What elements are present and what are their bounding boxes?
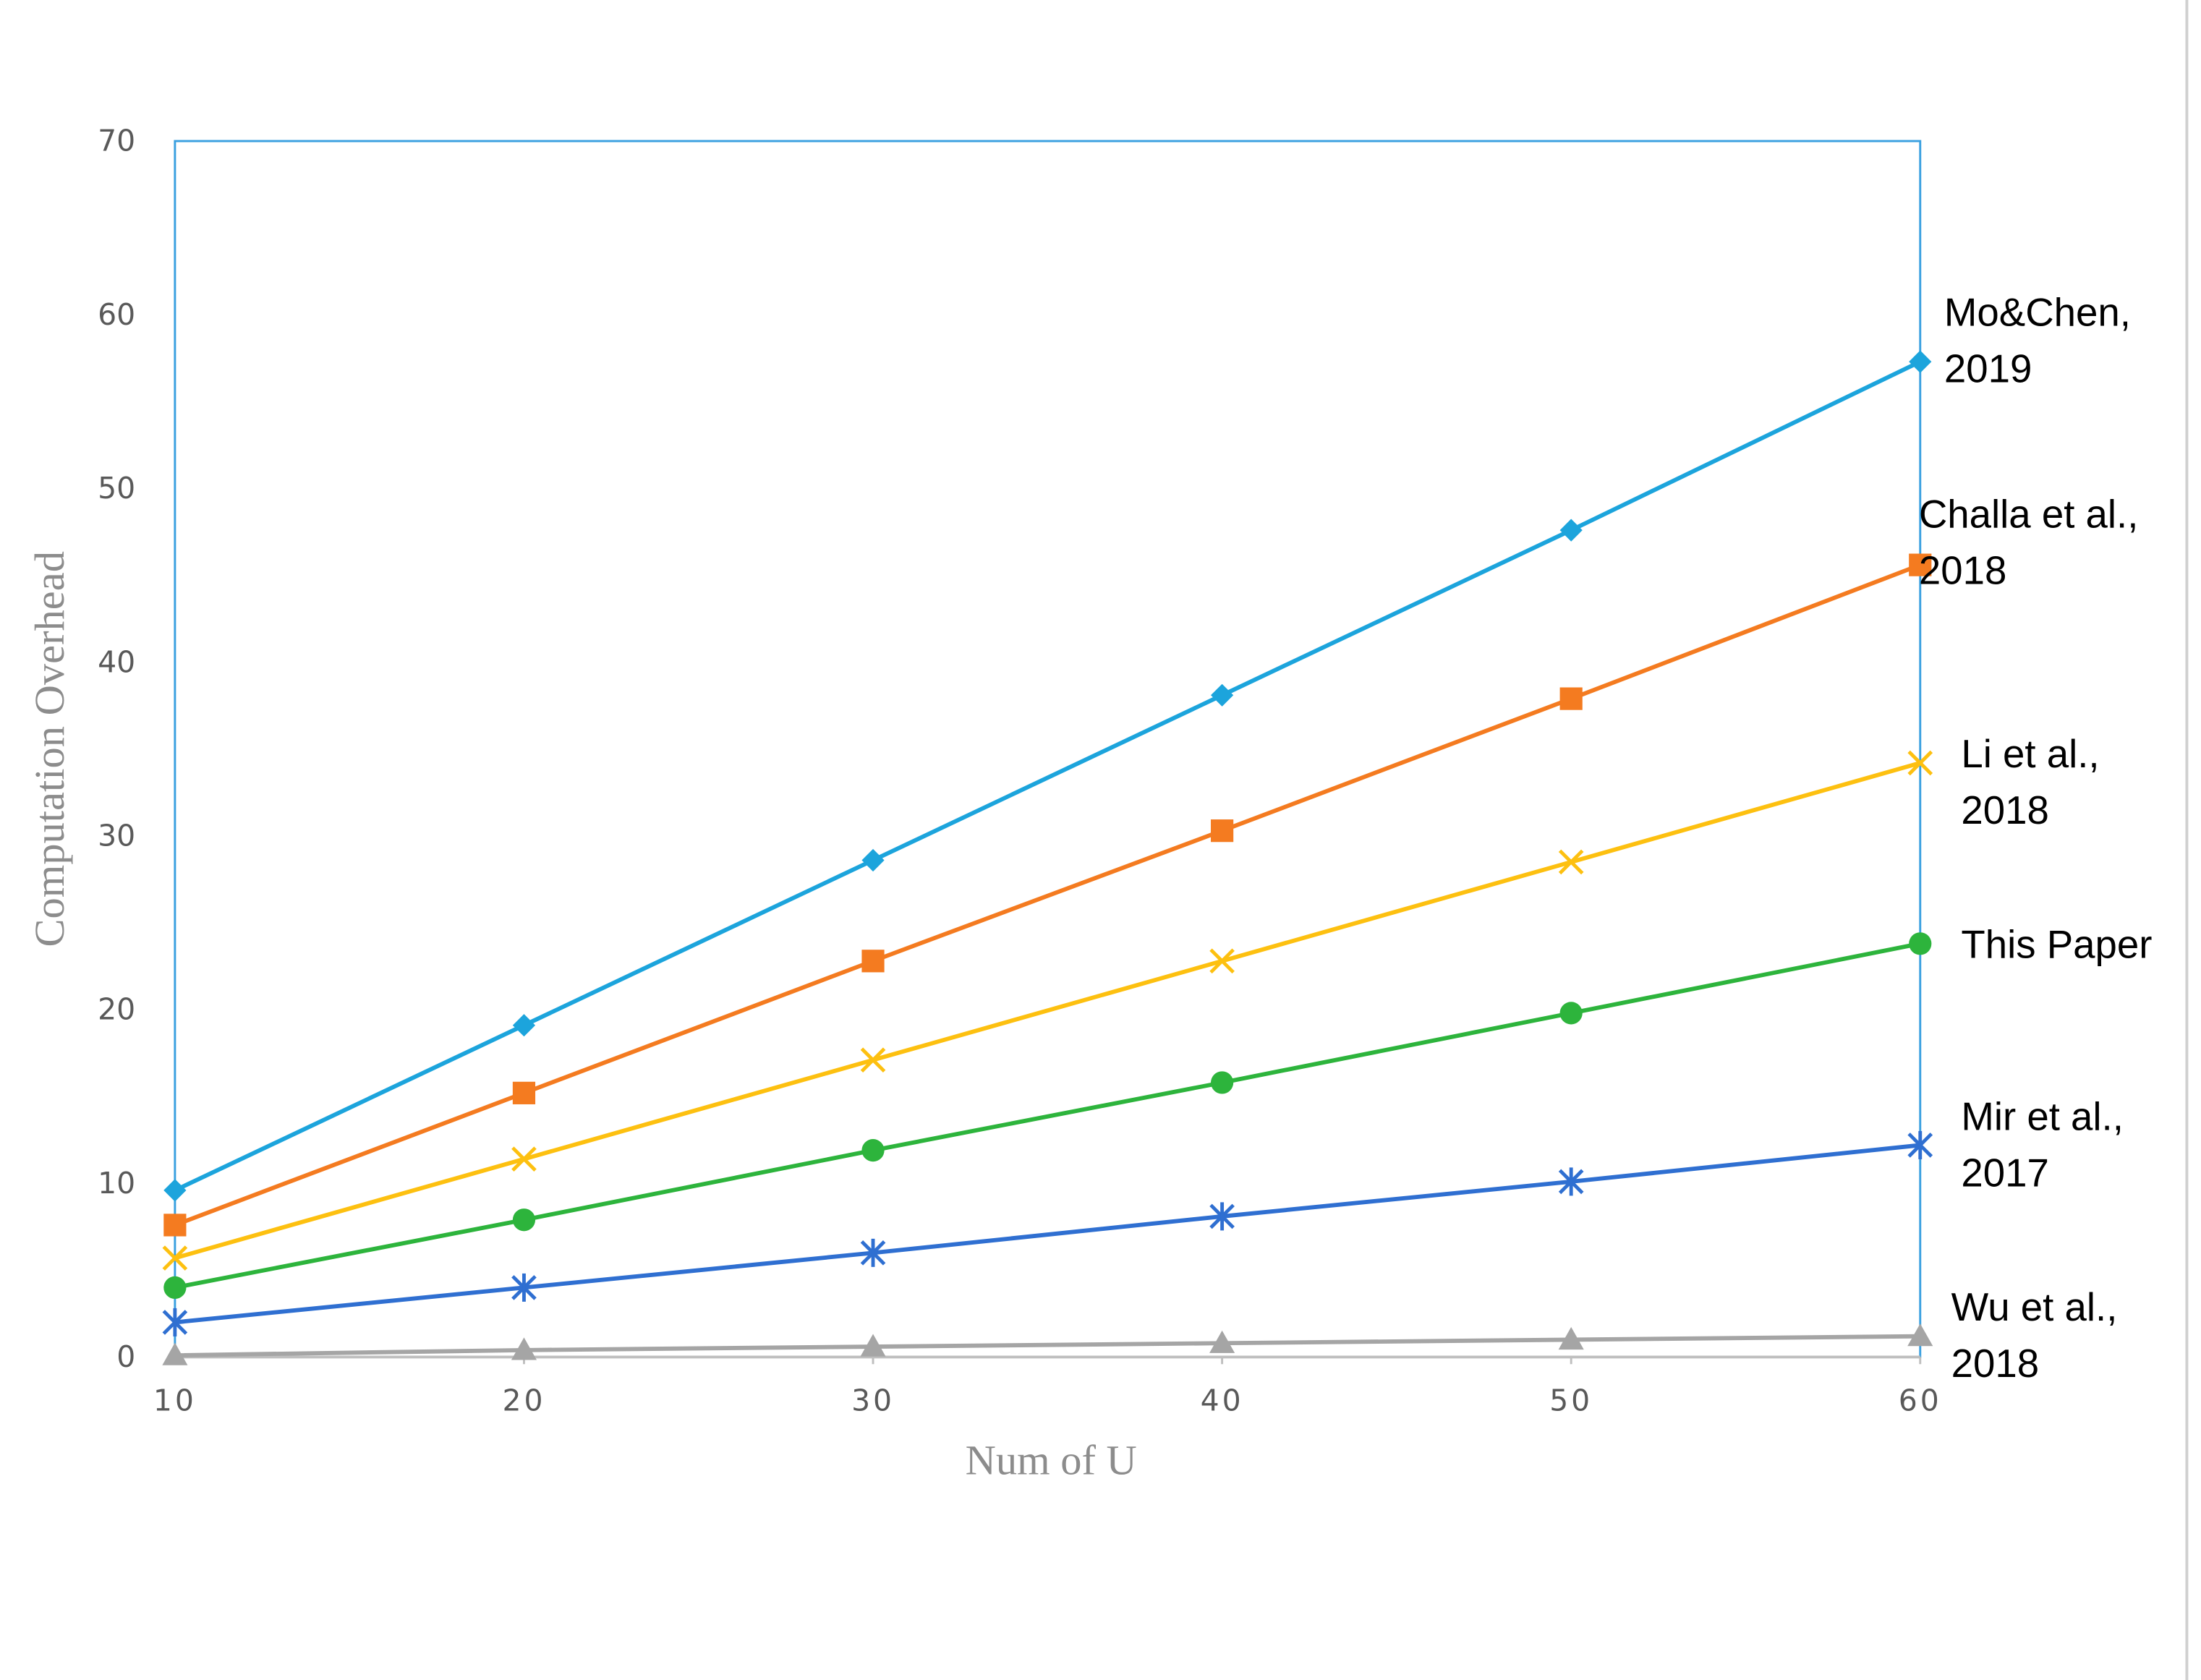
marker xyxy=(162,1342,188,1365)
data-point xyxy=(860,1047,886,1073)
marker xyxy=(163,1276,187,1300)
y-tick-label: 70 xyxy=(98,124,135,158)
data-point xyxy=(512,1014,536,1037)
series-line xyxy=(174,1143,1921,1325)
data-point xyxy=(861,848,885,872)
marker xyxy=(1209,948,1235,974)
marker xyxy=(1559,687,1583,710)
data-point xyxy=(163,1276,187,1300)
x-tick-label: 50 xyxy=(1549,1383,1593,1418)
x-tick-label: 60 xyxy=(1899,1383,1942,1418)
marker xyxy=(1209,1330,1235,1353)
marker xyxy=(1558,849,1584,875)
data-point xyxy=(1211,819,1234,843)
data-point xyxy=(511,1273,537,1302)
data-point xyxy=(1211,683,1234,707)
data-point xyxy=(1558,1326,1584,1350)
data-point xyxy=(1559,1002,1583,1025)
marker xyxy=(1907,1323,1933,1347)
data-point xyxy=(162,1308,188,1336)
data-point xyxy=(162,1245,188,1271)
data-point xyxy=(860,1238,886,1267)
marker xyxy=(861,1139,885,1162)
y-tick-label: 40 xyxy=(98,644,135,679)
marker xyxy=(1211,1071,1234,1094)
marker xyxy=(1211,819,1234,843)
y-tick-label: 0 xyxy=(116,1339,135,1374)
marker xyxy=(860,1334,886,1357)
series-line xyxy=(174,761,1921,1261)
data-point xyxy=(861,1139,885,1162)
marker xyxy=(1909,932,1932,955)
series-line xyxy=(174,1334,1920,1358)
x-tick-label: 20 xyxy=(502,1383,545,1418)
y-tick-label: 20 xyxy=(98,992,135,1027)
y-tick-label: 10 xyxy=(98,1166,135,1201)
x-tick-label: 40 xyxy=(1201,1383,1244,1418)
series-line xyxy=(174,359,1922,1193)
data-point xyxy=(1907,1323,1933,1347)
marker xyxy=(861,950,885,973)
data-point xyxy=(162,1342,188,1365)
series-label: Li et al., 2018 xyxy=(1961,732,2100,832)
marker xyxy=(861,848,885,872)
series-label: This Paper xyxy=(1961,922,2153,967)
data-point xyxy=(1558,1167,1584,1196)
y-tick-label: 30 xyxy=(98,819,135,853)
series-label: Mir et al., 2017 xyxy=(1961,1094,2124,1195)
y-tick-label: 50 xyxy=(98,471,135,506)
x-tick-label: 30 xyxy=(851,1383,895,1418)
data-point xyxy=(1209,1202,1235,1231)
marker xyxy=(512,1081,536,1104)
data-point xyxy=(1907,1130,1933,1159)
data-point xyxy=(511,1146,537,1172)
series-label: Mo&Chen, 2019 xyxy=(1944,290,2131,391)
data-point xyxy=(1559,687,1583,710)
y-axis-title: Computation Overhead xyxy=(26,551,73,947)
data-point xyxy=(163,1214,187,1237)
data-point xyxy=(163,1179,187,1202)
series-line xyxy=(174,941,1921,1290)
marker xyxy=(1211,683,1234,707)
marker xyxy=(860,1047,886,1073)
marker xyxy=(163,1179,187,1202)
data-point xyxy=(512,1208,536,1232)
marker xyxy=(512,1014,536,1037)
data-point xyxy=(1209,948,1235,974)
series-label: Challa et al., 2018 xyxy=(1918,492,2139,593)
marker xyxy=(511,1337,537,1360)
y-tick-label: 60 xyxy=(98,297,135,332)
marker xyxy=(511,1146,537,1172)
marker xyxy=(1559,1002,1583,1025)
marker xyxy=(1559,519,1583,542)
data-point xyxy=(1909,350,1932,373)
series-line xyxy=(174,563,1921,1227)
series-label: Wu et al., 2018 xyxy=(1951,1284,2118,1386)
data-point xyxy=(1211,1071,1234,1094)
data-point xyxy=(511,1337,537,1360)
data-point xyxy=(1558,849,1584,875)
data-point xyxy=(1907,750,1933,776)
marker xyxy=(1558,1326,1584,1350)
marker xyxy=(163,1214,187,1237)
data-point xyxy=(1559,519,1583,542)
data-point xyxy=(1909,932,1932,955)
data-point xyxy=(861,950,885,973)
marker xyxy=(512,1208,536,1232)
plot-frame xyxy=(174,140,1922,1358)
data-point xyxy=(512,1081,536,1104)
marker xyxy=(162,1245,188,1271)
marker xyxy=(1907,750,1933,776)
marker xyxy=(1909,553,1932,576)
x-tick-label: 10 xyxy=(153,1383,197,1418)
marker xyxy=(1909,350,1932,373)
x-axis-title: Num of U xyxy=(966,1436,1137,1483)
data-point xyxy=(1209,1330,1235,1353)
data-point xyxy=(860,1334,886,1357)
data-point xyxy=(1909,553,1932,576)
